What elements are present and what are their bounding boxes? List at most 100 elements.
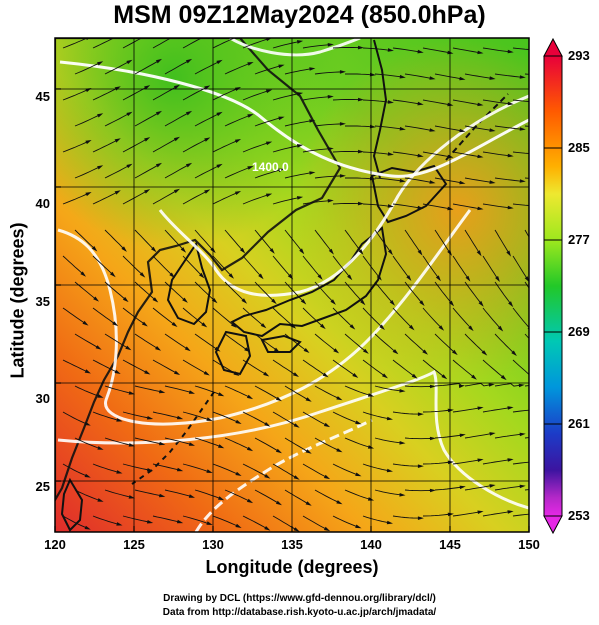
streamline-arrowhead (155, 110, 162, 116)
streamline-arrowhead (278, 64, 285, 69)
streamline-arrowhead (459, 433, 466, 438)
streamline-arrowhead (507, 205, 514, 210)
streamline (284, 172, 313, 179)
streamline (434, 281, 453, 305)
streamline (164, 59, 190, 75)
streamline-arrowhead (264, 474, 271, 479)
streamline-arrowhead (305, 449, 312, 454)
streamline-arrowhead (357, 97, 364, 102)
streamline (392, 411, 421, 415)
streamline-arrowhead (323, 474, 331, 480)
streamline (254, 229, 274, 252)
streamline-arrowhead (116, 418, 123, 422)
streamline (332, 411, 359, 424)
streamline-arrowhead (95, 345, 102, 350)
streamline (524, 229, 529, 238)
streamline-arrowhead (303, 348, 310, 353)
streamline-arrowhead (116, 522, 123, 526)
lon-tick-label: 150 (518, 537, 540, 552)
colorbar-label: 277 (568, 232, 590, 247)
streamline-arrowhead (114, 86, 121, 91)
streamline-arrowhead (459, 128, 466, 133)
streamline (422, 99, 451, 106)
lon-tick-label: 125 (123, 537, 145, 552)
streamline (464, 177, 493, 183)
streamline-arrowhead (323, 526, 331, 532)
streamline (74, 489, 101, 502)
streamline-arrowhead (323, 422, 331, 428)
streamline-arrowhead (246, 394, 254, 400)
streamline (284, 229, 303, 253)
streamline-arrowhead (336, 396, 343, 401)
streamline-arrowhead (141, 321, 148, 327)
streamline-arrowhead (216, 111, 223, 117)
colorbar-label: 293 (568, 48, 590, 63)
streamline-arrowhead (185, 162, 193, 168)
streamline (182, 138, 208, 153)
streamline (62, 307, 87, 325)
streamline (92, 139, 119, 153)
streamline (404, 73, 433, 80)
streamline (494, 383, 522, 387)
colorbar (543, 37, 563, 535)
streamline-arrowhead (357, 201, 364, 206)
streamline-arrowhead (327, 95, 334, 99)
streamline-arrowhead (477, 458, 484, 462)
streamline-arrowhead (114, 138, 121, 143)
streamline (194, 437, 222, 448)
streamline-arrowhead (317, 274, 323, 280)
streamline-arrowhead (339, 122, 346, 126)
streamline (482, 359, 505, 379)
streamline-arrowhead (218, 496, 225, 501)
streamline-arrowhead (468, 325, 474, 332)
streamline-arrowhead (538, 152, 544, 156)
streamline (434, 383, 463, 387)
streamline-arrowhead (489, 484, 496, 488)
streamline (164, 385, 193, 394)
streamline (242, 307, 265, 327)
streamline-arrowhead (296, 144, 304, 148)
streamline (422, 461, 451, 465)
streamline-arrowhead (447, 408, 454, 413)
streamline (254, 385, 280, 401)
streamline-arrowhead (507, 101, 514, 106)
streamline (272, 196, 301, 205)
streamline-arrowhead (235, 471, 242, 476)
streamline (422, 513, 451, 517)
streamline (254, 65, 282, 75)
streamline-arrowhead (218, 444, 225, 449)
streamline (345, 73, 374, 76)
streamline-arrowhead (265, 141, 273, 146)
contour-line (59, 60, 529, 178)
streamline (272, 40, 301, 49)
streamline-arrowhead (352, 373, 359, 378)
streamline-arrowhead (296, 196, 304, 200)
streamline (254, 333, 278, 352)
streamline-arrowhead (114, 190, 121, 195)
streamline (512, 47, 529, 50)
streamline-arrowhead (399, 493, 406, 497)
streamline (464, 484, 493, 491)
streamline (482, 511, 511, 517)
streamline (482, 151, 511, 157)
streamline-arrowhead (519, 127, 526, 131)
streamline-arrowhead (507, 458, 514, 462)
streamline (212, 139, 239, 153)
streamline (242, 142, 270, 153)
streamline-arrowhead (519, 484, 526, 489)
streamline (194, 164, 221, 179)
streamline (254, 117, 282, 127)
streamline (452, 151, 481, 158)
streamline-arrowhead (241, 298, 248, 304)
lon-tick-label: 135 (281, 537, 303, 552)
streamline-arrowhead (184, 346, 191, 352)
streamline (452, 255, 470, 280)
streamline (404, 385, 434, 388)
streamline-arrowhead (85, 192, 92, 197)
streamline-arrowhead (524, 276, 529, 282)
streamline (464, 382, 492, 387)
streamline-arrowhead (507, 510, 514, 514)
streamline (404, 177, 433, 184)
streamline-arrowhead (417, 249, 423, 256)
streamline-arrowhead (84, 421, 91, 426)
